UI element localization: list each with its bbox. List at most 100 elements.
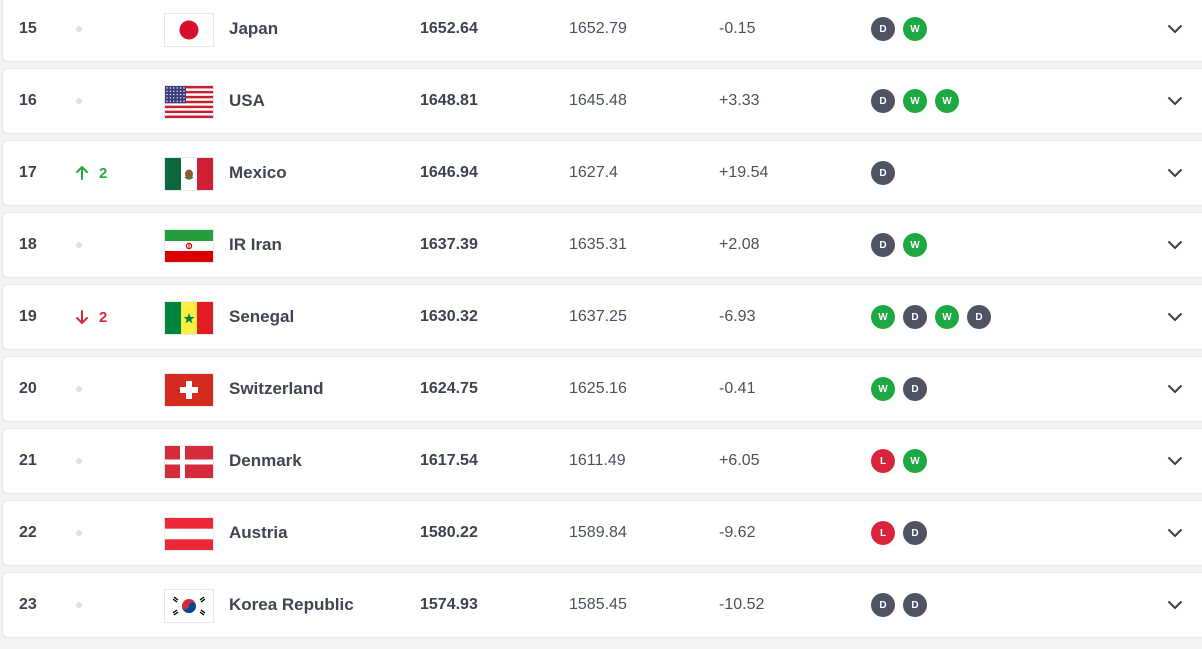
chevron-down-icon[interactable] xyxy=(1165,429,1185,493)
result-badge: W xyxy=(903,17,927,41)
result-badge: D xyxy=(871,593,895,617)
total-points: 1580.22 xyxy=(420,524,478,541)
points-change: -6.93 xyxy=(719,308,756,325)
rank-movement xyxy=(73,213,133,277)
usa-flag-icon xyxy=(164,85,214,119)
result-badge: W xyxy=(871,377,895,401)
no-change-dot-icon xyxy=(76,26,82,32)
country-name: Denmark xyxy=(229,451,302,470)
korea-republic-flag-icon xyxy=(164,589,214,623)
points-change: +3.33 xyxy=(719,92,760,109)
chevron-down-icon[interactable] xyxy=(1165,213,1185,277)
rank-number: 16 xyxy=(19,92,37,109)
chevron-down-icon[interactable] xyxy=(1165,0,1185,61)
country-name: Austria xyxy=(229,523,288,542)
rank-number: 23 xyxy=(19,596,37,613)
result-badge: L xyxy=(871,449,895,473)
arrow-down-icon xyxy=(76,310,88,324)
total-points: 1646.94 xyxy=(420,164,478,181)
result-badge: W xyxy=(903,449,927,473)
points-change: -9.62 xyxy=(719,524,756,541)
country-name: USA xyxy=(229,91,265,110)
no-change-dot-icon xyxy=(76,242,82,248)
result-badge: W xyxy=(935,305,959,329)
result-badge: D xyxy=(871,89,895,113)
total-points: 1637.39 xyxy=(420,236,478,253)
result-badge: D xyxy=(871,17,895,41)
result-badge: W xyxy=(903,89,927,113)
rank-number: 19 xyxy=(19,308,37,325)
country-name: Mexico xyxy=(229,163,287,182)
result-badge: W xyxy=(903,233,927,257)
table-row-23[interactable]: 23 Korea Republic 1574.93 1585.45 -10.52… xyxy=(2,572,1202,638)
rank-number: 20 xyxy=(19,380,37,397)
previous-points: 1585.45 xyxy=(569,596,627,613)
chevron-down-icon[interactable] xyxy=(1165,69,1185,133)
rank-movement xyxy=(73,573,133,637)
recent-results: D xyxy=(871,141,895,205)
previous-points: 1611.49 xyxy=(569,452,626,469)
result-badge: L xyxy=(871,521,895,545)
rank-number: 22 xyxy=(19,524,37,541)
total-points: 1630.32 xyxy=(420,308,478,325)
chevron-down-icon[interactable] xyxy=(1165,573,1185,637)
no-change-dot-icon xyxy=(76,98,82,104)
chevron-down-icon[interactable] xyxy=(1165,285,1185,349)
rank-movement xyxy=(73,357,133,421)
rank-movement: 2 xyxy=(73,141,133,205)
arrow-up-icon xyxy=(76,166,88,180)
result-badge: D xyxy=(871,161,895,185)
total-points: 1624.75 xyxy=(420,380,478,397)
no-change-dot-icon xyxy=(76,530,82,536)
result-badge: D xyxy=(903,377,927,401)
rank-number: 15 xyxy=(19,20,37,37)
no-change-dot-icon xyxy=(76,458,82,464)
previous-points: 1645.48 xyxy=(569,92,627,109)
rank-number: 18 xyxy=(19,236,37,253)
austria-flag-icon xyxy=(164,517,214,551)
total-points: 1648.81 xyxy=(420,92,478,109)
chevron-down-icon[interactable] xyxy=(1165,357,1185,421)
no-change-dot-icon xyxy=(76,386,82,392)
mexico-flag-icon xyxy=(164,157,214,191)
japan-flag-icon xyxy=(164,13,214,47)
points-change: -0.41 xyxy=(719,380,756,397)
total-points: 1574.93 xyxy=(420,596,478,613)
rank-movement: 2 xyxy=(73,285,133,349)
iran-flag-icon xyxy=(164,229,214,263)
rank-movement-value: 2 xyxy=(99,164,108,182)
rank-movement xyxy=(73,69,133,133)
previous-points: 1627.4 xyxy=(569,164,618,181)
previous-points: 1625.16 xyxy=(569,380,627,397)
rank-movement xyxy=(73,0,133,61)
chevron-down-icon[interactable] xyxy=(1165,141,1185,205)
total-points: 1617.54 xyxy=(420,452,478,469)
chevron-down-icon[interactable] xyxy=(1165,501,1185,565)
country-name: Korea Republic xyxy=(229,595,354,614)
result-badge: W xyxy=(871,305,895,329)
previous-points: 1637.25 xyxy=(569,308,627,325)
rank-movement-value: 2 xyxy=(99,308,108,326)
country-name: Switzerland xyxy=(229,379,324,398)
table-row-17[interactable]: 17 2 Mexico 1646.94 1627.4 +19.54 D xyxy=(2,140,1202,206)
senegal-flag-icon xyxy=(164,301,214,335)
points-change: +6.05 xyxy=(719,452,760,469)
rank-movement xyxy=(73,429,133,493)
no-change-dot-icon xyxy=(76,602,82,608)
points-change: -10.52 xyxy=(719,596,765,613)
result-badge: D xyxy=(903,521,927,545)
points-change: +2.08 xyxy=(719,236,760,253)
